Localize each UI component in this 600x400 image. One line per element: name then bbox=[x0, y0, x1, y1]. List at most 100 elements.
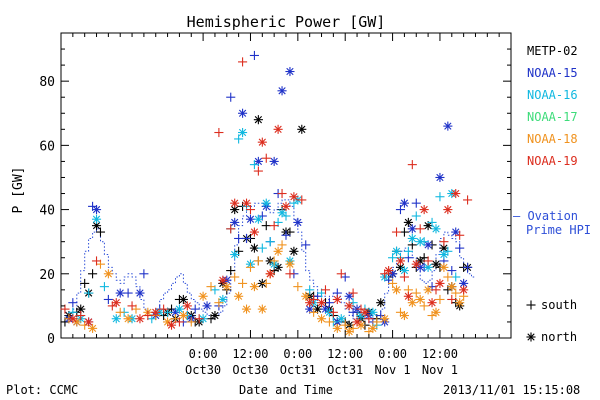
noaa-19-south-point bbox=[143, 310, 153, 321]
noaa-18-south-point bbox=[115, 307, 125, 317]
noaa-19-south-point bbox=[253, 166, 263, 176]
noaa-15-north-point bbox=[277, 86, 287, 96]
noaa-18-north-point bbox=[431, 307, 441, 317]
metp-02-north-point bbox=[249, 243, 259, 253]
x-tick-label-date: Oct30 bbox=[232, 363, 268, 377]
noaa-19-south-point bbox=[285, 269, 295, 279]
noaa-15-south-point bbox=[395, 205, 406, 215]
noaa-19-north-point bbox=[289, 192, 299, 202]
y-axis-label: P [GW] bbox=[11, 167, 26, 214]
noaa-19-north-point bbox=[182, 301, 192, 311]
noaa-16-north-point bbox=[238, 127, 248, 138]
x-tick-label-date: Oct31 bbox=[280, 363, 316, 377]
noaa-19-south-point bbox=[76, 310, 86, 321]
noaa-18-south-point bbox=[261, 278, 271, 288]
metp-02-north-point bbox=[178, 294, 188, 305]
noaa-15-south-point bbox=[324, 298, 334, 308]
noaa-15-north-point bbox=[423, 240, 433, 250]
noaa-19-south-point bbox=[407, 160, 417, 170]
noaa-19-north-point bbox=[427, 298, 437, 308]
noaa-18-south-point bbox=[277, 240, 287, 250]
noaa-19-north-point bbox=[230, 198, 240, 208]
legend-marker-label-south: south bbox=[541, 298, 577, 312]
noaa-16-north-point bbox=[415, 237, 425, 247]
noaa-19-north-point bbox=[265, 269, 275, 279]
noaa-18-south-point bbox=[372, 317, 382, 327]
noaa-15-north-point bbox=[399, 198, 409, 208]
noaa-18-south-point bbox=[451, 288, 461, 298]
noaa-18-north-point bbox=[368, 323, 378, 333]
legend: METP-02 NOAA-15 NOAA-16 NOAA-17 NOAA-18 NOAA-… bbox=[513, 44, 591, 344]
noaa-15-north-point bbox=[135, 288, 145, 298]
legend-entry-noaa-17: NOAA-17 bbox=[527, 110, 578, 124]
noaa-18-south-point bbox=[324, 317, 334, 327]
noaa-19-south-point bbox=[269, 221, 279, 231]
noaa-19-north-point bbox=[459, 285, 469, 295]
noaa-15-north-point bbox=[435, 172, 445, 183]
noaa-19-south-point bbox=[455, 230, 465, 240]
noaa-16-south-point bbox=[403, 246, 413, 256]
noaa-16-north-point bbox=[253, 214, 263, 224]
noaa-16-south-point bbox=[257, 243, 267, 253]
noaa-16-north-point bbox=[391, 246, 402, 256]
noaa-18-south-point bbox=[245, 262, 256, 272]
noaa-18-south-point bbox=[435, 294, 445, 305]
noaa-19-south-point bbox=[364, 314, 374, 324]
noaa-15-north-point bbox=[451, 227, 461, 237]
noaa-18-north-point bbox=[344, 327, 354, 337]
x-tick-label-date: Oct30 bbox=[185, 363, 221, 377]
noaa-19-south-point bbox=[214, 127, 224, 138]
axes-group: Hemispheric Power [GW] P [GW] Date and T… bbox=[11, 13, 512, 397]
noaa-15-south-point bbox=[463, 262, 473, 272]
noaa-15-north-point bbox=[407, 224, 417, 234]
metp-02-south-point bbox=[80, 278, 90, 288]
noaa-19-north-point bbox=[273, 124, 283, 134]
noaa-15-south-point bbox=[103, 294, 113, 305]
noaa-18-north-point bbox=[407, 298, 417, 308]
noaa-16-north-point bbox=[230, 249, 240, 260]
legend-south-marker bbox=[526, 300, 536, 310]
noaa-15-north-point bbox=[285, 66, 295, 77]
noaa-19-south-point bbox=[399, 272, 409, 282]
noaa-15-south-point bbox=[281, 230, 291, 240]
noaa-15-south-point bbox=[249, 50, 259, 61]
noaa-18-south-point bbox=[230, 272, 240, 282]
noaa-18-south-point bbox=[340, 320, 350, 330]
noaa-18-north-point bbox=[415, 294, 425, 305]
noaa-19-south-point bbox=[297, 195, 307, 205]
noaa-19-north-point bbox=[316, 298, 327, 308]
noaa-15-south-point bbox=[301, 240, 311, 250]
noaa-19-north-point bbox=[111, 298, 121, 308]
noaa-19-north-point bbox=[281, 201, 291, 211]
x-tick-label-time: 0:00 bbox=[189, 347, 218, 361]
noaa-18-north-point bbox=[380, 314, 390, 324]
marks-layer bbox=[60, 50, 473, 337]
noaa-15-north-point bbox=[293, 217, 303, 227]
noaa-15-south-point bbox=[226, 92, 236, 102]
noaa-15-south-point bbox=[68, 298, 78, 308]
noaa-19-north-point bbox=[166, 320, 177, 330]
noaa-15-south-point bbox=[447, 266, 457, 276]
noaa-16-south-point bbox=[265, 237, 275, 247]
noaa-19-south-point bbox=[159, 304, 169, 314]
noaa-18-north-point bbox=[273, 246, 283, 256]
noaa-16-south-point bbox=[234, 134, 244, 144]
x-tick-label-date: Nov 1 bbox=[422, 363, 458, 377]
noaa-15-north-point bbox=[245, 214, 256, 224]
legend-ovation-label-2: Prime HPI bbox=[526, 223, 591, 237]
noaa-19-north-point bbox=[305, 298, 315, 308]
noaa-19-north-point bbox=[451, 188, 461, 199]
noaa-19-north-point bbox=[218, 275, 228, 285]
noaa-18-south-point bbox=[206, 282, 216, 292]
noaa-18-south-point bbox=[214, 298, 224, 308]
x-tick-label-date: Nov 1 bbox=[375, 363, 411, 377]
noaa-19-north-point bbox=[384, 266, 394, 276]
noaa-15-south-point bbox=[455, 243, 465, 253]
noaa-16-north-point bbox=[368, 307, 378, 317]
noaa-18-south-point bbox=[419, 301, 429, 311]
legend-north-marker bbox=[526, 332, 536, 342]
noaa-15-north-point bbox=[91, 205, 102, 215]
noaa-16-south-point bbox=[411, 211, 421, 221]
noaa-18-north-point bbox=[455, 298, 465, 308]
